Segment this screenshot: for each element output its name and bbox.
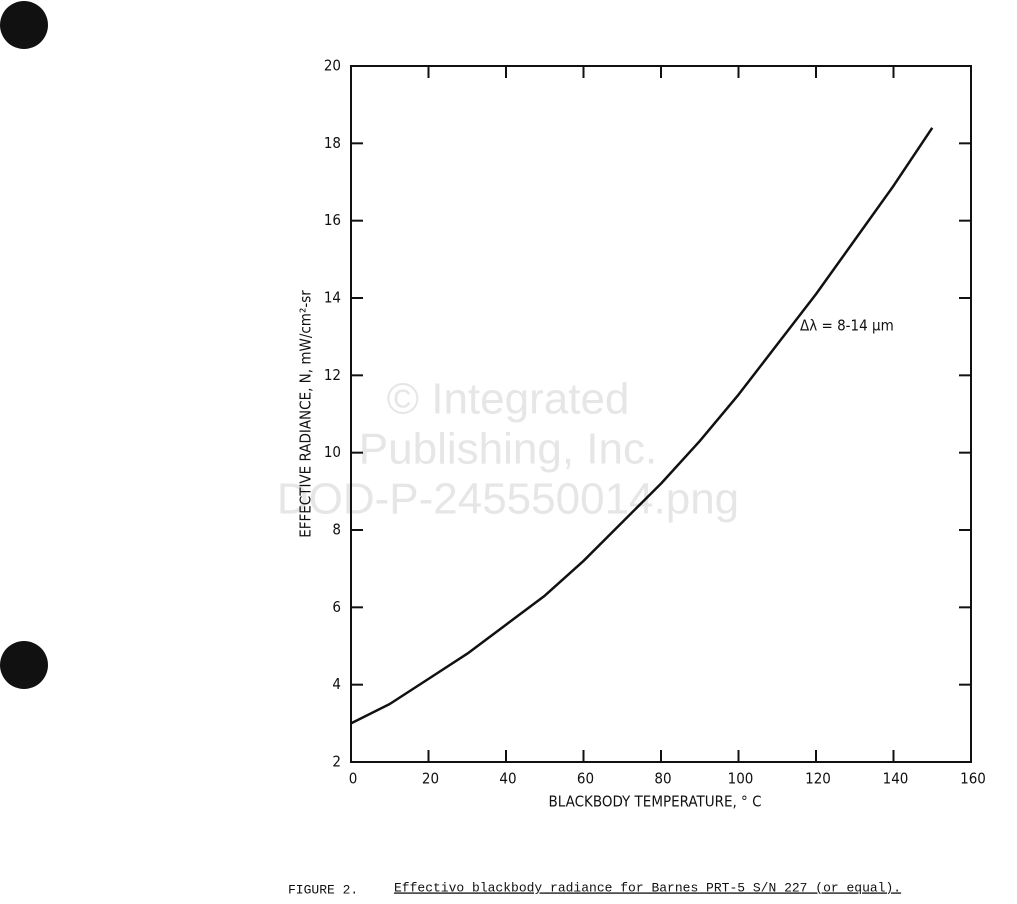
y-tick-label: 2 <box>332 753 341 771</box>
y-tick-label: 8 <box>332 521 341 539</box>
y-tick-label: 20 <box>324 57 341 75</box>
watermark-text: © Integrated <box>387 375 630 424</box>
y-tick-label: 6 <box>332 598 341 616</box>
y-tick-label: 14 <box>324 289 341 307</box>
x-tick-label: 20 <box>422 770 439 788</box>
x-tick-label: 140 <box>883 770 909 788</box>
annotation: Δλ = 8-14 μm <box>800 317 894 335</box>
y-axis-label: EFFECTIVE RADIANCE, N, mW/cm²-sr <box>297 290 315 538</box>
y-tick-label: 18 <box>324 134 341 152</box>
x-tick-label: 80 <box>654 770 671 788</box>
punch-hole <box>0 641 48 689</box>
watermark-text: DOD-P-245550014.png <box>277 475 739 524</box>
figure-label: FIGURE 2. <box>288 882 358 897</box>
caption: Effectivo blackbody radiance for Barnes … <box>394 880 901 895</box>
data-line <box>350 127 934 725</box>
y-tick-label: 12 <box>324 366 341 384</box>
punch-hole <box>0 1 48 49</box>
x-tick-label: 120 <box>805 770 831 788</box>
x-tick-label: 100 <box>728 770 754 788</box>
y-tick-label: 16 <box>324 211 341 229</box>
x-tick-label: 40 <box>499 770 516 788</box>
watermark-text: Publishing, Inc. <box>359 425 657 474</box>
y-tick-label: 4 <box>332 675 341 693</box>
x-tick-label: 0 <box>349 770 358 788</box>
y-tick-label: 10 <box>324 443 341 461</box>
x-tick-label: 60 <box>577 770 594 788</box>
x-axis-label: BLACKBODY TEMPERATURE, ° C <box>548 793 761 811</box>
x-tick-label: 160 <box>960 770 986 788</box>
